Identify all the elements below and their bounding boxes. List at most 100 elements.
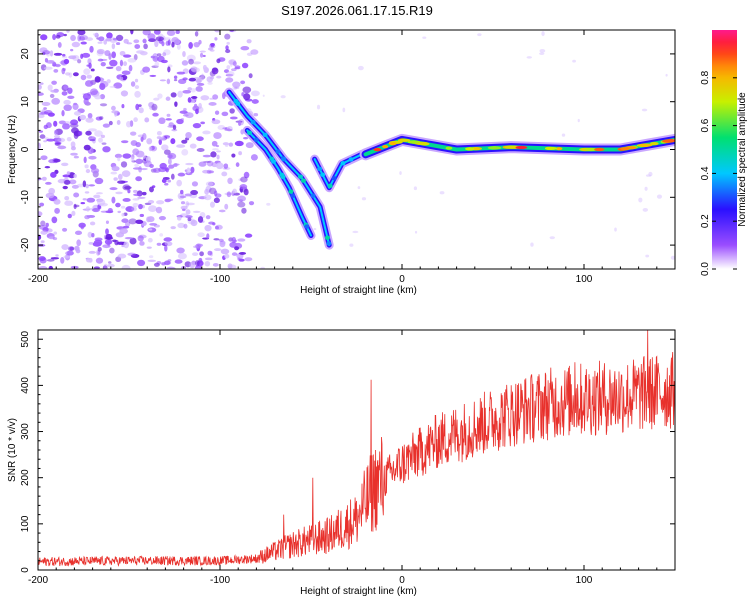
noise-speckle (125, 120, 132, 128)
noise-speckle (102, 146, 111, 153)
noise-speckle (212, 148, 219, 151)
noise-speckle (93, 266, 100, 269)
noise-speckle (128, 218, 137, 225)
noise-speckle (260, 266, 265, 269)
noise-speckle (224, 33, 231, 40)
noise-speckle (88, 155, 97, 160)
noise-speckle (211, 67, 219, 75)
noise-speckle (206, 76, 214, 83)
noise-speckle (93, 194, 101, 199)
noise-speckle (134, 163, 139, 167)
noise-speckle (88, 128, 97, 132)
noise-speckle (89, 221, 96, 226)
noise-speckle (148, 146, 153, 152)
noise-speckle (84, 191, 90, 194)
noise-speckle (226, 125, 233, 132)
noise-speckle (122, 225, 130, 229)
noise-speckle (164, 182, 169, 186)
noise-speckle (539, 52, 545, 55)
noise-speckle (117, 253, 127, 259)
noise-speckle (57, 41, 62, 48)
feature-blob (324, 235, 330, 240)
noise-speckle (244, 257, 253, 262)
noise-speckle (97, 41, 103, 44)
noise-speckle (53, 120, 58, 127)
noise-speckle (168, 164, 175, 169)
noise-speckle (422, 36, 427, 39)
noise-speckle (549, 236, 555, 240)
noise-speckle (166, 78, 171, 85)
noise-speckle (198, 39, 202, 45)
noise-speckle (199, 50, 206, 53)
noise-speckle (232, 61, 237, 67)
noise-speckle (73, 102, 78, 106)
noise-speckle (99, 202, 108, 207)
noise-speckle (72, 72, 79, 77)
noise-speckle (216, 75, 222, 79)
noise-speckle (68, 179, 77, 185)
noise-speckle (53, 129, 58, 135)
noise-speckle (221, 171, 228, 177)
noise-speckle (106, 79, 111, 84)
noise-speckle (92, 32, 98, 36)
noise-speckle (88, 62, 92, 69)
noise-speckle (352, 230, 359, 234)
y-tick-label: 10 (20, 96, 31, 108)
noise-speckle (185, 131, 192, 139)
noise-speckle (188, 77, 197, 82)
noise-speckle (238, 178, 243, 182)
noise-speckle (211, 140, 218, 147)
noise-speckle (210, 43, 215, 47)
feature-blob (262, 132, 268, 137)
noise-speckle (645, 254, 650, 258)
noise-speckle (94, 94, 102, 100)
noise-speckle (164, 198, 171, 203)
noise-speckle (164, 244, 168, 252)
noise-speckle (572, 59, 576, 63)
noise-speckle (193, 103, 198, 109)
noise-speckle (85, 169, 91, 174)
noise-speckle (46, 138, 55, 142)
noise-speckle (123, 241, 130, 249)
noise-speckle (38, 211, 43, 217)
noise-speckle (243, 136, 249, 140)
noise-speckle (106, 66, 114, 69)
noise-speckle (182, 90, 192, 94)
noise-speckle (78, 131, 83, 136)
noise-speckle (237, 201, 246, 208)
noise-speckle (135, 158, 143, 165)
noise-speckle (137, 196, 146, 199)
noise-speckle (195, 108, 199, 115)
noise-speckle (130, 81, 136, 87)
noise-speckle (342, 107, 346, 113)
noise-speckle (155, 36, 165, 42)
noise-speckle (137, 134, 145, 138)
noise-speckle (206, 233, 210, 240)
noise-speckle (186, 167, 191, 174)
noise-speckle (164, 167, 168, 172)
noise-speckle (52, 237, 58, 241)
noise-speckle (51, 97, 61, 105)
noise-speckle (121, 70, 131, 75)
noise-speckle (159, 136, 166, 141)
noise-speckle (73, 155, 79, 159)
noise-speckle (158, 139, 162, 146)
noise-speckle (108, 261, 112, 264)
noise-speckle (121, 170, 131, 178)
noise-speckle (119, 228, 128, 234)
noise-speckle (439, 191, 445, 195)
noise-speckle (152, 112, 159, 117)
noise-speckle (61, 244, 69, 250)
feature-blob (288, 189, 294, 194)
noise-speckle (530, 242, 534, 247)
noise-speckle (151, 103, 158, 111)
noise-speckle (39, 47, 48, 54)
noise-speckle (212, 94, 219, 100)
noise-speckle (413, 186, 418, 191)
feature-blob (650, 141, 659, 146)
noise-speckle (176, 216, 182, 221)
noise-speckle (119, 76, 124, 81)
feature-blob (639, 143, 653, 147)
noise-speckle (190, 166, 195, 174)
noise-speckle (121, 212, 125, 217)
